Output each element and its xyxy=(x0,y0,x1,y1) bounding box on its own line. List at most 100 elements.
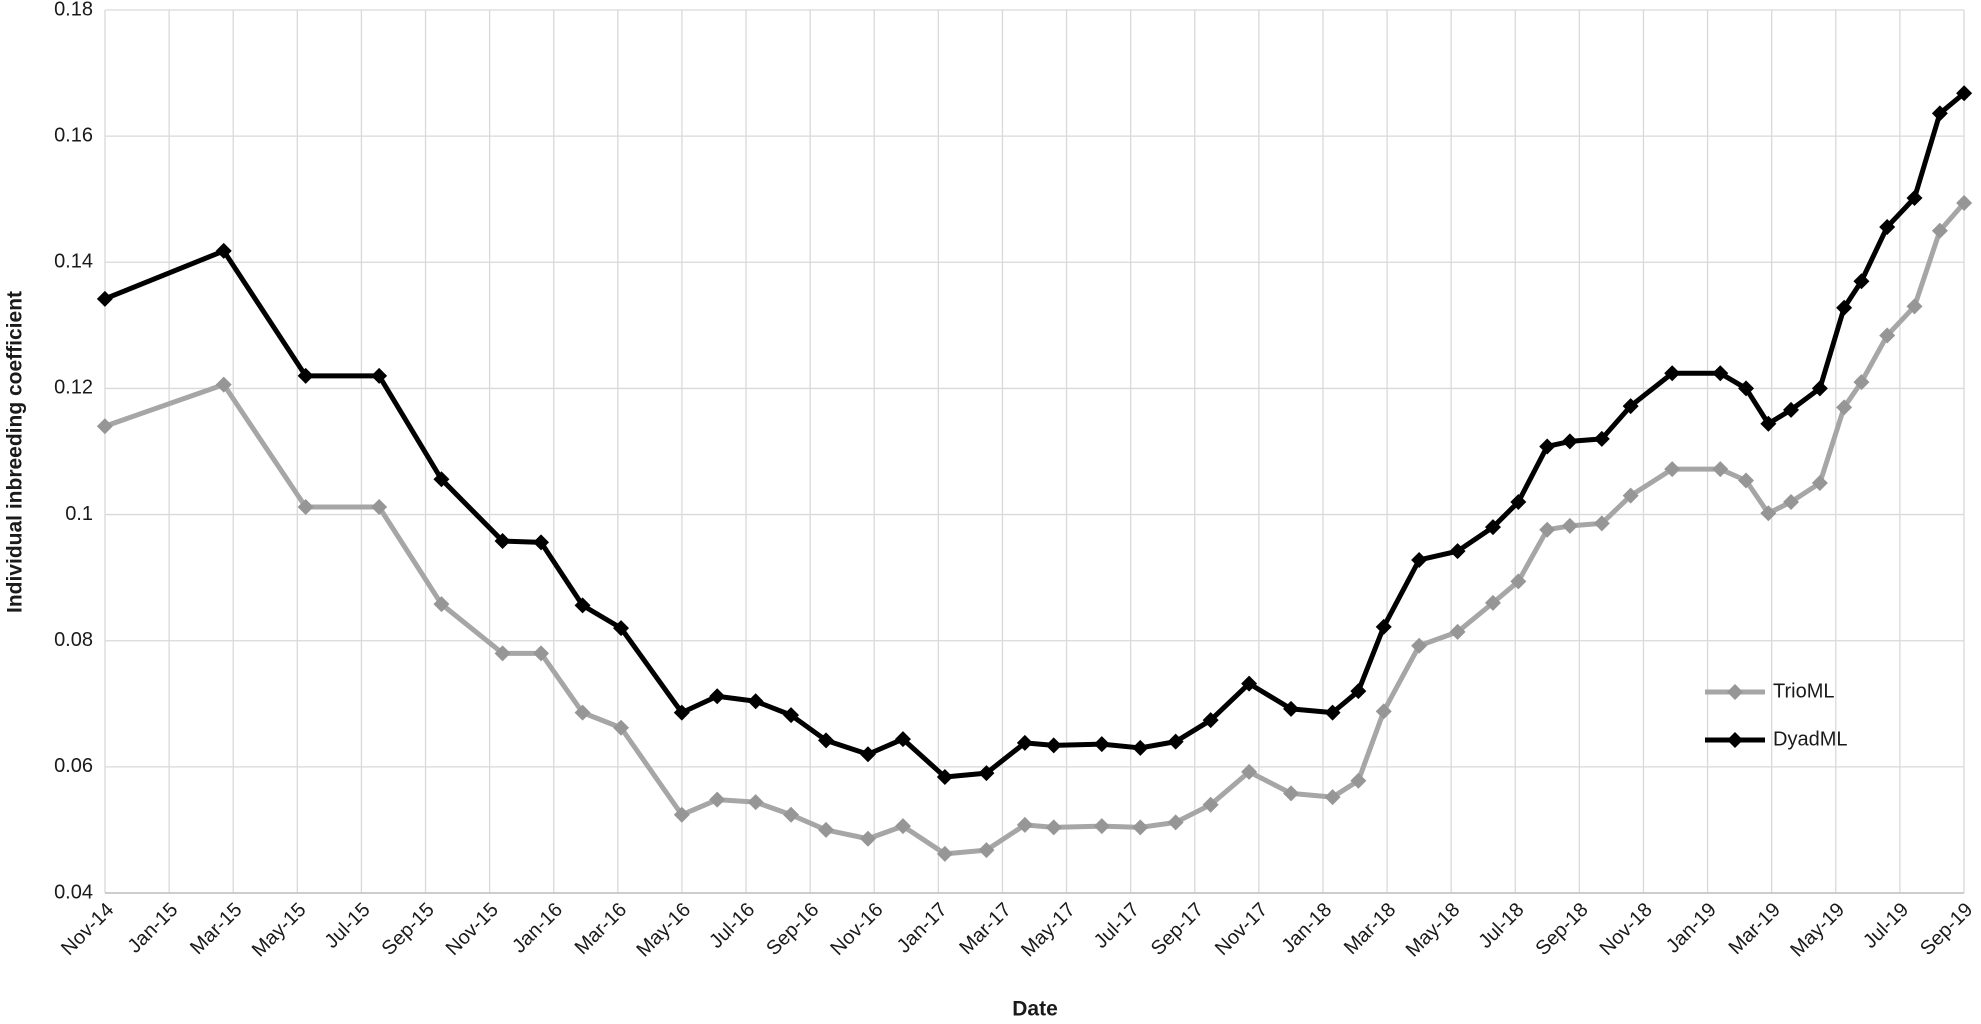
x-tick-label: Sep-19 xyxy=(1916,899,1977,960)
data-point xyxy=(936,845,953,862)
data-point xyxy=(1931,105,1948,122)
data-point xyxy=(1811,380,1828,397)
y-tick-label: 0.14 xyxy=(54,251,93,273)
data-point xyxy=(1202,796,1219,813)
data-point xyxy=(673,704,690,721)
data-point xyxy=(96,290,113,307)
data-point xyxy=(1561,517,1578,534)
data-point xyxy=(1484,519,1501,536)
data-point xyxy=(673,806,690,823)
data-point xyxy=(1449,543,1466,560)
data-point xyxy=(894,731,911,748)
data-point xyxy=(1879,218,1896,235)
x-tick-label: Sep-17 xyxy=(1147,899,1208,960)
data-point xyxy=(1132,739,1149,756)
data-point xyxy=(371,367,388,384)
data-point xyxy=(936,768,953,785)
data-point xyxy=(1561,433,1578,450)
y-tick-label: 0.18 xyxy=(54,0,93,20)
data-point xyxy=(1539,521,1556,538)
data-point xyxy=(1375,618,1392,635)
data-point xyxy=(533,645,550,662)
data-point xyxy=(1622,487,1639,504)
x-tick-label: Sep-15 xyxy=(378,899,439,960)
data-point xyxy=(747,794,764,811)
x-tick-label: Nov-18 xyxy=(1596,899,1657,960)
legend-label: TrioML xyxy=(1773,680,1834,702)
data-point xyxy=(1738,472,1755,489)
data-point xyxy=(1593,515,1610,532)
series-line xyxy=(103,91,1966,780)
data-point xyxy=(1664,365,1681,382)
data-point xyxy=(783,707,800,724)
data-point xyxy=(1449,623,1466,640)
y-tick-label: 0.16 xyxy=(54,124,93,146)
data-point xyxy=(533,534,550,551)
data-point xyxy=(1283,785,1300,802)
data-point xyxy=(613,719,630,736)
x-tick-label: Jul-19 xyxy=(1859,899,1913,953)
data-point xyxy=(1783,493,1800,510)
data-point xyxy=(709,791,726,808)
x-tick-label: Jul-16 xyxy=(705,899,759,953)
data-point xyxy=(1093,736,1110,753)
data-point xyxy=(1510,573,1527,590)
x-tick-label: Mar-16 xyxy=(571,899,631,959)
data-point xyxy=(1931,222,1948,239)
data-point xyxy=(215,376,232,393)
data-point xyxy=(1956,85,1973,102)
data-point xyxy=(1241,675,1258,692)
data-point xyxy=(1016,816,1033,833)
y-tick-label: 0.08 xyxy=(54,629,93,651)
x-tick-label: Mar-18 xyxy=(1340,899,1400,959)
data-point xyxy=(1738,380,1755,397)
x-tick-label: Sep-18 xyxy=(1531,899,1592,960)
x-tick-label: Jul-18 xyxy=(1474,899,1528,953)
data-point xyxy=(709,688,726,705)
data-point xyxy=(1241,763,1258,780)
data-point xyxy=(894,818,911,835)
data-point xyxy=(747,693,764,710)
x-tick-label: Nov-17 xyxy=(1211,899,1272,960)
x-tick-label: Jan-19 xyxy=(1662,899,1721,958)
data-point xyxy=(1375,703,1392,720)
x-axis-title: Date xyxy=(1012,998,1058,1021)
data-point xyxy=(1324,789,1341,806)
data-point xyxy=(1760,505,1777,522)
x-tick-label: Jan-16 xyxy=(508,899,567,958)
data-point xyxy=(613,620,630,637)
data-point xyxy=(1760,415,1777,432)
x-tick-label: Jul-17 xyxy=(1090,899,1144,953)
x-tick-label: Mar-19 xyxy=(1725,899,1785,959)
x-tick-label: Jan-15 xyxy=(124,899,183,958)
y-tick-label: 0.12 xyxy=(54,377,93,399)
data-point xyxy=(1539,438,1556,455)
legend-marker xyxy=(1727,684,1743,700)
x-tick-label: May-15 xyxy=(248,899,311,962)
x-tick-label: May-19 xyxy=(1786,899,1849,962)
x-tick-label: Nov-16 xyxy=(826,899,887,960)
x-tick-label: Mar-15 xyxy=(186,899,246,959)
data-point xyxy=(1283,700,1300,717)
x-tick-label: May-18 xyxy=(1402,899,1465,962)
x-tick-label: Jul-15 xyxy=(321,899,375,953)
data-point xyxy=(433,471,450,488)
x-tick-label: Jan-17 xyxy=(893,899,952,958)
x-tick-label: Mar-17 xyxy=(955,899,1015,959)
data-point xyxy=(783,806,800,823)
y-tick-label: 0.06 xyxy=(54,755,93,777)
data-point xyxy=(297,367,314,384)
x-tick-label: Jan-18 xyxy=(1277,899,1336,958)
data-point xyxy=(494,533,511,550)
data-point xyxy=(1167,814,1184,831)
data-point xyxy=(1045,737,1062,754)
data-point xyxy=(1510,493,1527,510)
data-point xyxy=(1350,683,1367,700)
legend-label: DyadML xyxy=(1773,728,1847,750)
data-point xyxy=(1593,430,1610,447)
data-point xyxy=(371,499,388,516)
y-tick-label: 0.1 xyxy=(65,503,93,525)
data-point xyxy=(818,732,835,749)
